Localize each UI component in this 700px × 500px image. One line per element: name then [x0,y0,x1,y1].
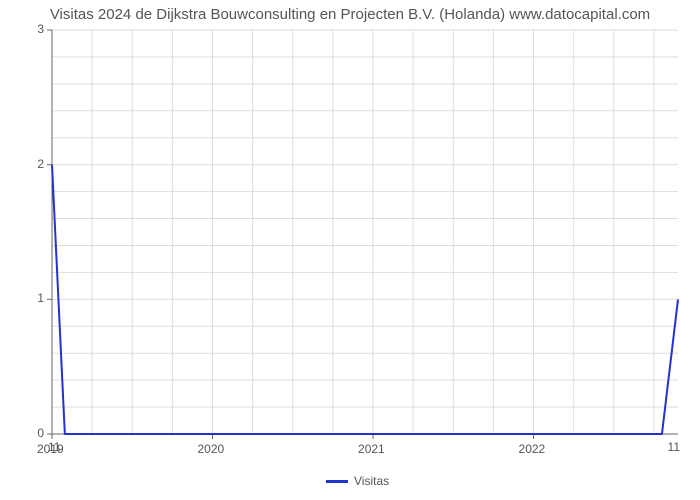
x-tick-label: 2021 [358,442,385,456]
data-point-label: 11 [668,440,680,454]
y-tick-label: 0 [37,426,44,440]
x-tick-label: 2022 [519,442,546,456]
data-point-label: 11 [48,440,60,454]
legend-label: Visitas [354,474,389,488]
y-tick-label: 3 [37,22,44,36]
y-tick-label: 1 [37,291,44,305]
x-tick-label: 2020 [198,442,225,456]
y-tick-label: 2 [37,157,44,171]
legend: Visitas [326,474,389,488]
legend-swatch [326,480,348,483]
